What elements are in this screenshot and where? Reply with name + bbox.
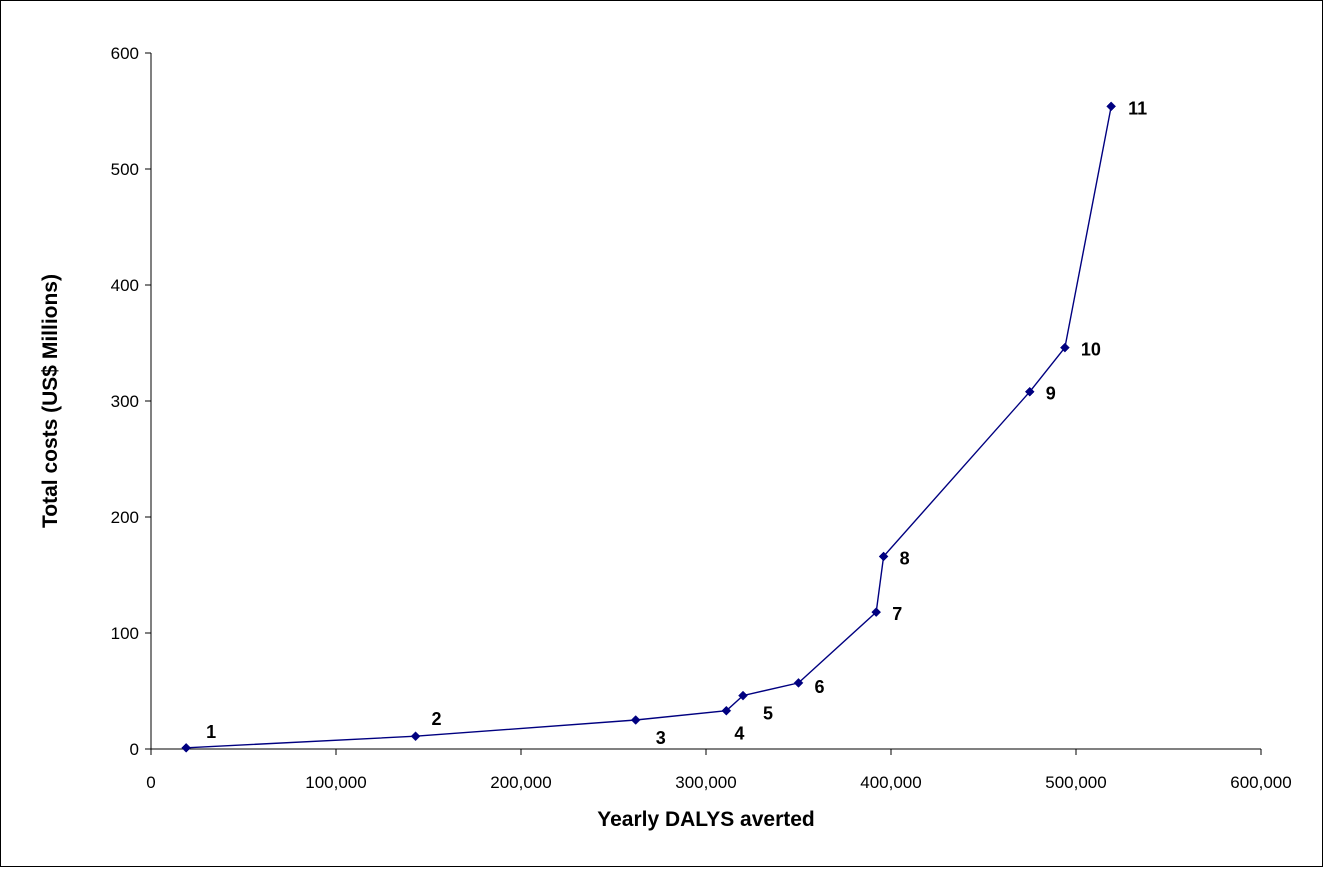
x-axis-title: Yearly DALYS averted: [597, 808, 815, 831]
data-point-label: 6: [815, 677, 825, 697]
y-tick-label: 100: [111, 624, 139, 643]
y-tick-label: 0: [130, 740, 139, 759]
data-point-label: 2: [432, 709, 442, 729]
data-point-label: 1: [206, 722, 216, 742]
data-point-marker: [410, 731, 421, 742]
data-point-marker: [793, 678, 804, 688]
y-tick-label: 600: [111, 44, 139, 63]
data-point-label: 10: [1081, 340, 1101, 360]
data-point-marker: [1024, 386, 1035, 397]
data-point-marker: [721, 705, 732, 716]
data-point-marker: [871, 607, 882, 617]
data-point-marker: [738, 690, 748, 701]
x-tick-label: 200,000: [490, 773, 551, 792]
data-point-label: 7: [892, 604, 902, 624]
series: [181, 101, 1117, 753]
x-tick-label: 500,000: [1045, 773, 1106, 792]
data-point-label: 3: [656, 728, 666, 748]
y-axis-title: Total costs (US$ Millions): [39, 274, 62, 528]
data-point-marker: [1106, 101, 1117, 112]
x-tick-label: 400,000: [860, 773, 921, 792]
point-labels: 1 2 3 45 6 7 8 9 10 11: [206, 98, 1147, 748]
data-point-marker: [1060, 342, 1070, 353]
y-tick-label: 500: [111, 160, 139, 179]
y-tick-label: 400: [111, 276, 139, 295]
y-tick-label: 200: [111, 508, 139, 527]
x-tick-label: 600,000: [1230, 773, 1291, 792]
axes: 0 100 200 300 400 500 600 0 100,000 200,000 300,00…: [111, 44, 1292, 792]
data-point-label: 4: [734, 724, 744, 744]
data-point-label: 5: [763, 704, 773, 724]
data-point-marker: [181, 742, 192, 753]
data-point-marker: [878, 551, 889, 562]
x-tick-label: 100,000: [305, 773, 366, 792]
data-point-marker: [630, 715, 641, 725]
data-point-label: 11: [1128, 98, 1147, 118]
x-tick-label: 300,000: [675, 773, 736, 792]
x-tick-label: 0: [146, 773, 155, 792]
data-point-label: 8: [900, 548, 910, 568]
data-point-label: 9: [1046, 384, 1056, 404]
y-tick-label: 300: [111, 392, 139, 411]
